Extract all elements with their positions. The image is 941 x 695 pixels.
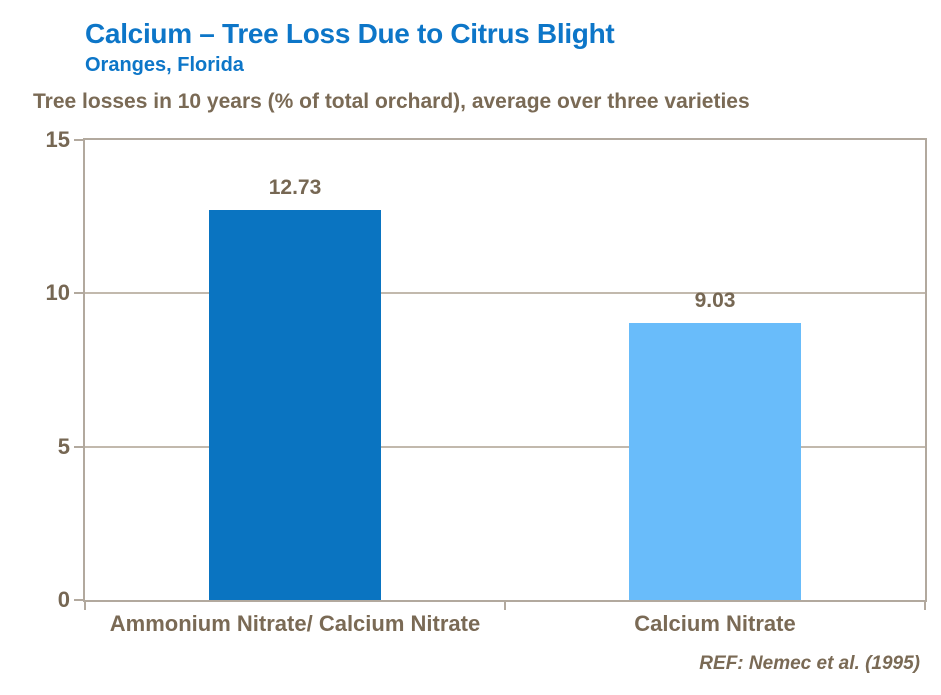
y-tick-mark [74, 292, 85, 295]
y-tick-mark [74, 599, 85, 601]
y-tick-label-10: 10 [45, 280, 70, 306]
y-tick-label-15: 15 [45, 127, 70, 152]
chart-subtitle: Oranges, Florida [85, 54, 244, 76]
y-tick-label-0: 0 [57, 587, 70, 612]
category-label-calcium-nitrate: Calcium Nitrate [634, 611, 796, 636]
plot-area: 12.73 9.03 [83, 138, 927, 602]
chart-title: Calcium – Tree Loss Due to Citrus Blight [85, 18, 615, 49]
x-tick-mark [84, 602, 86, 610]
y-tick-mark [74, 445, 85, 448]
axis-note: Tree losses in 10 years (% of total orch… [33, 90, 750, 113]
category-label-ammonium-calcium-nitrate: Ammonium Nitrate/ Calcium Nitrate [109, 611, 481, 636]
bar-value-label: 12.73 [268, 175, 322, 199]
bar-value-label: 9.03 [694, 289, 736, 313]
reference-note: REF: Nemec et al. (1995) [699, 653, 920, 674]
y-tick-label-5: 5 [57, 433, 70, 459]
x-tick-mark [504, 602, 506, 610]
bar-ammonium-calcium-nitrate [209, 209, 381, 600]
x-tick-mark [924, 602, 926, 610]
bar-calcium-nitrate [629, 323, 801, 600]
gridline-5 [85, 445, 925, 448]
y-tick-mark [74, 139, 85, 141]
gridline-10 [85, 292, 925, 295]
